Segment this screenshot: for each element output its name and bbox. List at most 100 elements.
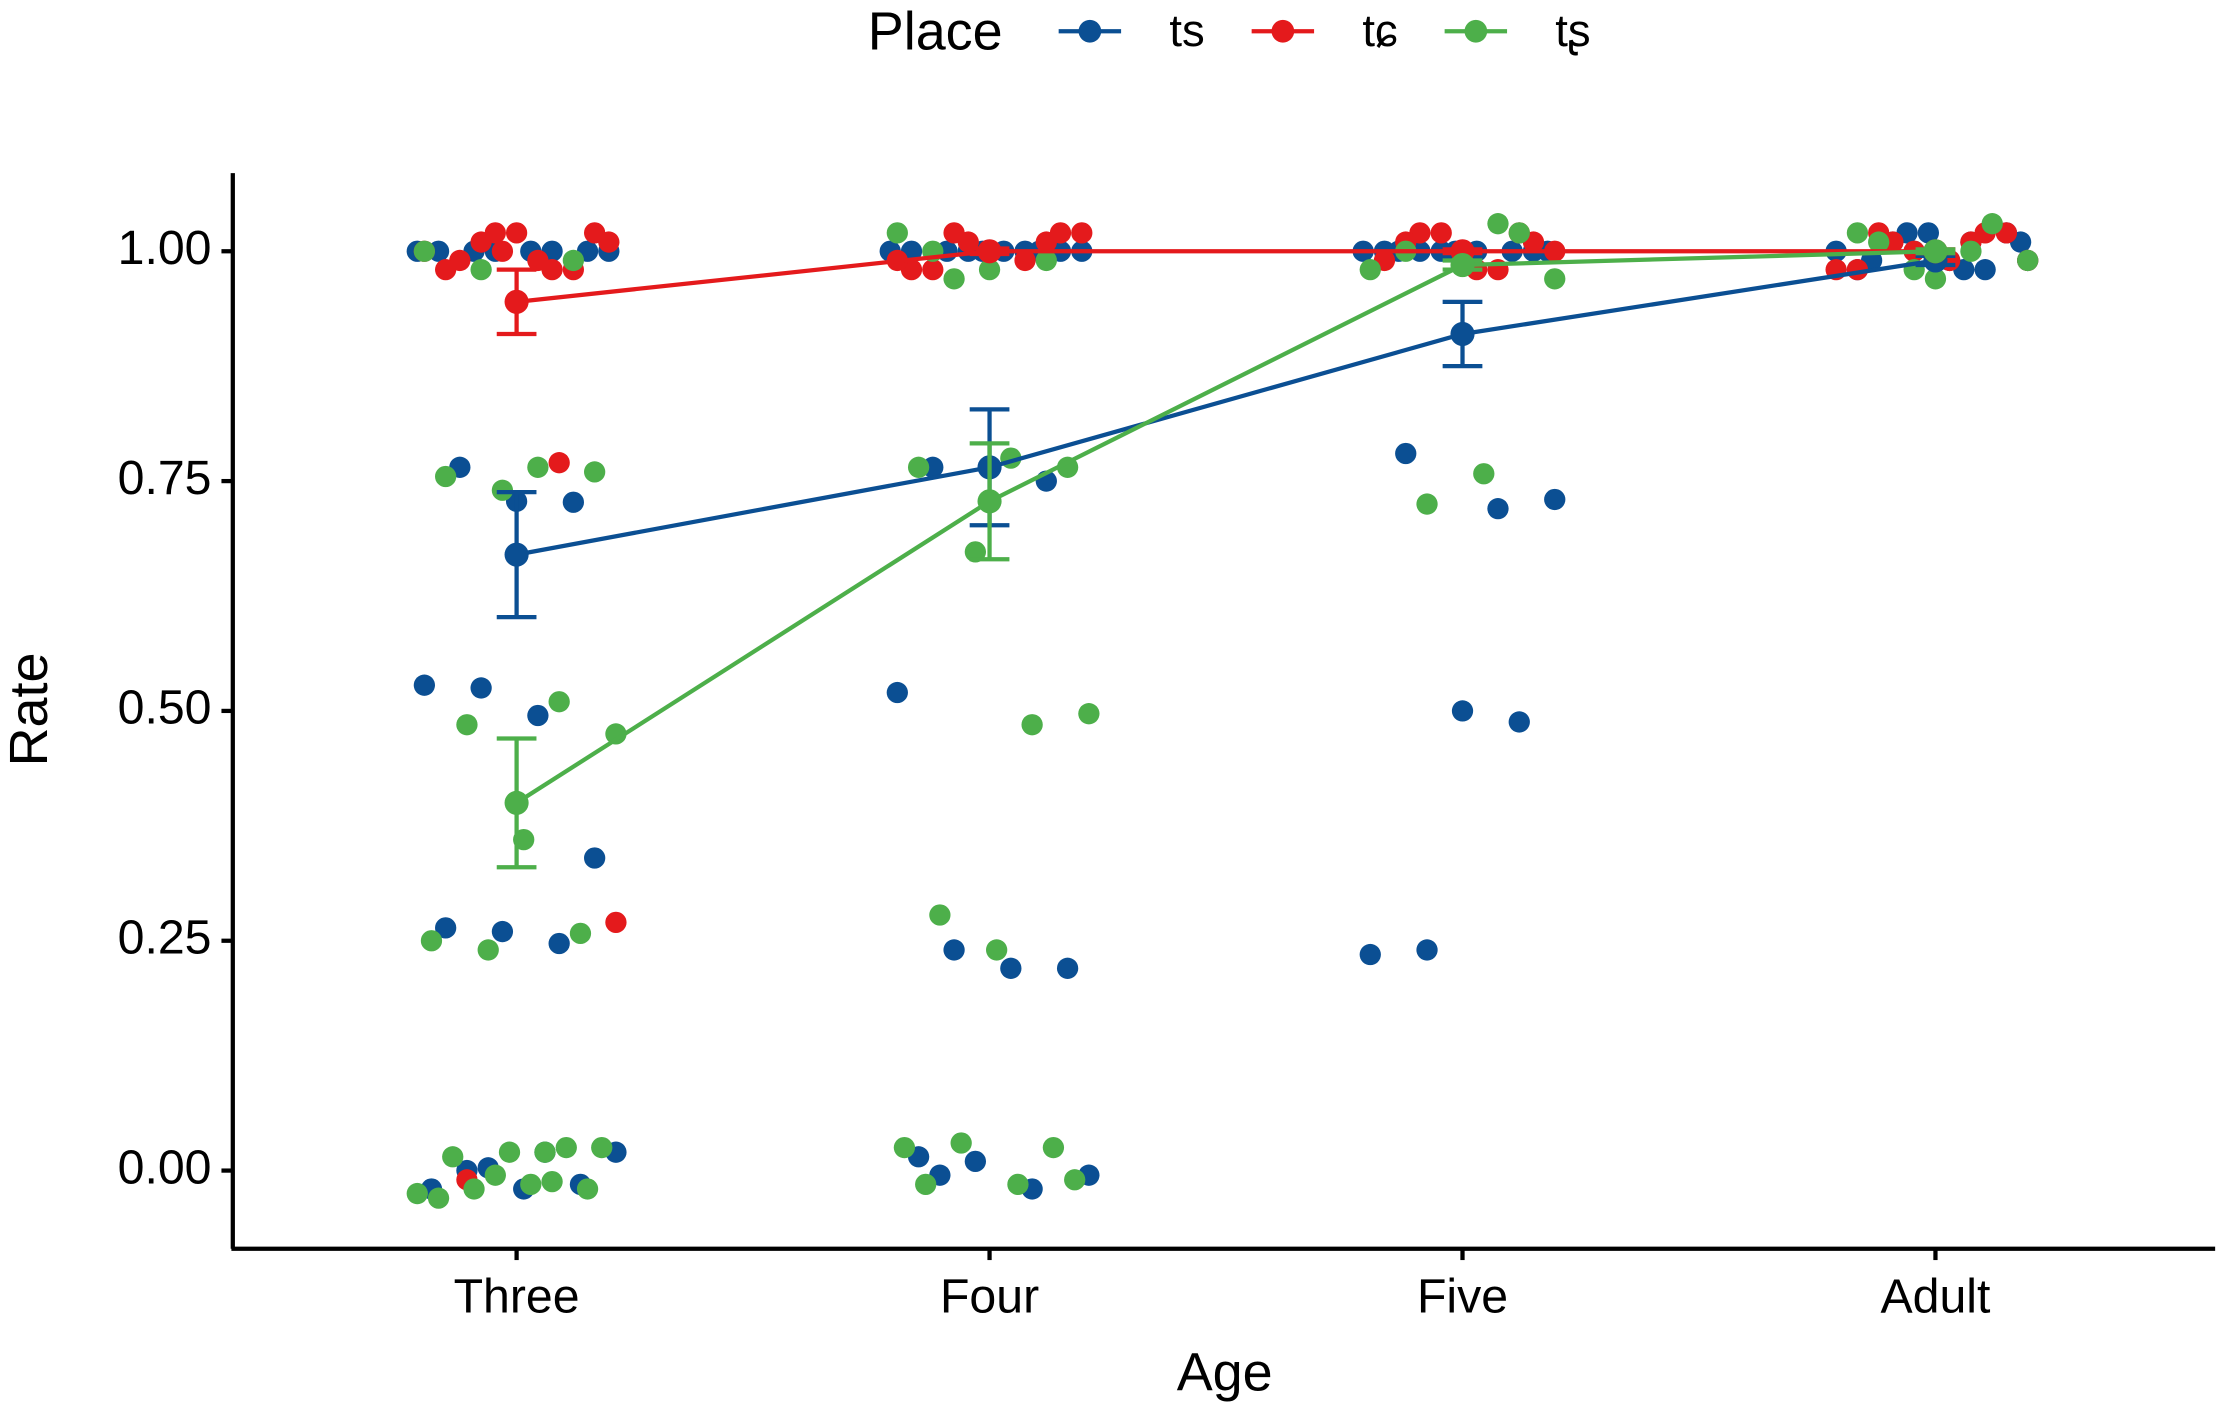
y-tick-label: 1.00 [118,221,212,275]
mean-point [504,289,529,314]
data-point [534,1141,556,1163]
data-point [1430,222,1452,244]
data-point [555,1136,577,1159]
legend-label: tʂ [1555,5,1590,56]
x-tick-label: Three [454,1270,580,1324]
data-point [893,1136,916,1159]
data-point [1974,259,1996,281]
data-point [584,461,606,483]
x-tick-label: Five [1417,1270,1508,1324]
data-point [562,491,585,513]
data-point [569,922,592,945]
data-point [491,240,514,262]
data-point [1395,442,1417,465]
data-point [1035,249,1057,272]
data-point [520,1173,542,1196]
data-point [541,1170,563,1193]
data-point [1846,222,1869,244]
data-point [1000,957,1022,979]
data-point [2017,249,2039,272]
data-point [548,452,570,474]
data-point [1544,268,1566,290]
data-point [915,1173,937,1196]
data-point [1487,213,1509,235]
data-point [943,268,965,290]
y-tick-label: 0.50 [118,681,212,735]
data-point [978,259,1001,281]
data-point [1508,711,1530,733]
data-point [964,1150,987,1173]
data-point [907,456,930,478]
y-tick-label: 0.00 [118,1140,212,1194]
data-point [886,681,908,704]
legend-marker [1464,19,1488,43]
data-point [406,1182,428,1205]
data-point [1056,957,1079,979]
legend-title: Place [868,2,1003,62]
data-point [922,259,944,281]
legend-marker [1078,19,1102,43]
data-point [1021,714,1043,736]
data-point [1508,222,1530,244]
data-point [470,677,492,699]
data-point [562,249,585,272]
x-axis-label: Age [1177,1343,1273,1403]
mean-point [504,790,529,815]
data-point [1071,222,1093,244]
data-point [505,222,528,244]
data-point [442,1146,464,1168]
data-point [1078,703,1100,725]
data-point [1035,231,1057,253]
mean-point [504,542,529,567]
data-point [413,674,436,696]
data-point [1868,231,1890,253]
data-point [427,1187,450,1209]
data-point [943,222,965,244]
data-point [1359,259,1381,281]
data-point [986,939,1008,961]
legend-marker [1271,19,1295,43]
data-point [1544,488,1566,511]
data-point [435,259,457,281]
data-point [1981,213,2003,235]
data-point [886,222,908,244]
data-point [1359,943,1381,966]
series-line [515,249,1936,805]
data-point [605,723,627,745]
data-point [1451,700,1474,722]
y-tick-label: 0.75 [118,451,212,505]
data-point [1960,240,1982,262]
series-line [516,258,1936,557]
data-point [1014,249,1036,272]
data-point [470,231,492,253]
legend-label: ts [1169,5,1204,56]
mean-point [1923,239,1948,264]
data-point [491,920,514,943]
y-tick-label: 0.25 [118,910,212,964]
data-point [1917,222,1940,244]
data-point [548,932,570,955]
data-point [591,1136,613,1159]
data-point [477,939,499,961]
data-point [435,465,457,488]
data-point [1064,1169,1086,1191]
data-point [1924,268,1947,290]
data-point [1416,493,1438,515]
data-point [463,1178,485,1200]
series-line [516,249,1936,304]
legend-label: tɕ [1362,5,1397,56]
data-point [435,917,457,939]
x-tick-label: Adult [1880,1270,1991,1324]
data-point [456,714,478,736]
data-point [413,240,436,262]
data-point [470,259,492,281]
data-point [929,904,951,926]
data-point [576,1178,599,1200]
data-point [584,847,606,869]
data-point [420,930,443,952]
data-point [1042,1136,1065,1159]
mean-point [977,239,1002,264]
data-point [498,1141,521,1163]
